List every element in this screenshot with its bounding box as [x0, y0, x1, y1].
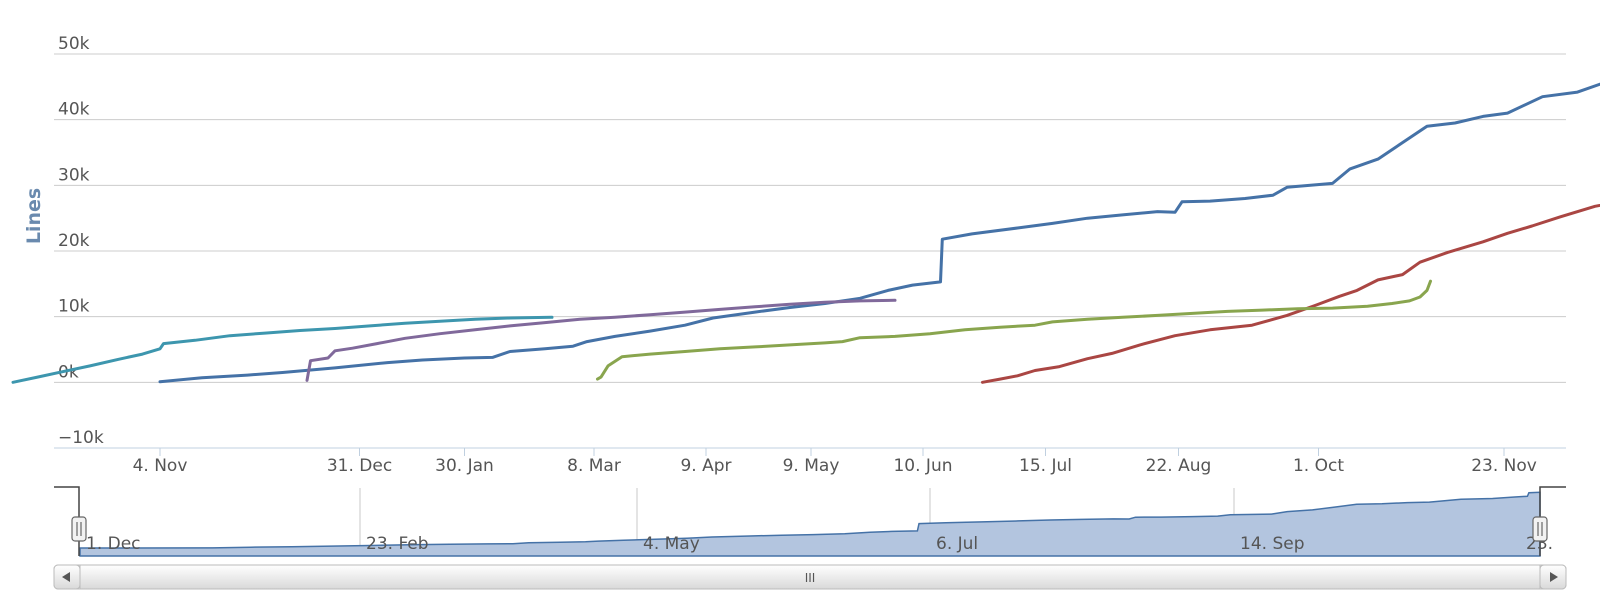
navigator-tick-label: 1. Dec [86, 534, 141, 554]
y-axis-label: Lines [23, 188, 45, 244]
x-axis: 4. Nov 31. Dec 30. Jan 8. Mar 9. Apr 9. May 10… [133, 448, 1537, 476]
x-tick-label: 30. Jan [435, 456, 494, 476]
navigator-tick-label: 14. Sep [1240, 534, 1304, 554]
x-tick-label: 9. May [783, 456, 840, 476]
x-tick-label: 22. Aug [1146, 456, 1212, 476]
series-line-1 [158, 82, 1600, 384]
scrollbar-thumb[interactable] [79, 564, 1541, 590]
series-line-4 [305, 298, 897, 382]
x-tick-label: 1. Oct [1293, 456, 1344, 476]
series-line-2 [981, 203, 1600, 384]
plot-grid [54, 53, 1566, 449]
navigator-area [79, 491, 1541, 557]
scrollbar[interactable]: III [53, 564, 1567, 590]
y-tick-label: 10k [58, 297, 90, 317]
navigator-tick-label: 4. May [643, 534, 700, 554]
y-tick-label: 20k [58, 231, 90, 251]
navigator-left-handle[interactable] [71, 516, 87, 542]
x-tick-label: 9. Apr [680, 456, 731, 476]
x-tick-label: 23. Nov [1471, 456, 1537, 476]
scrollbar-left-arrow[interactable] [53, 564, 81, 590]
navigator[interactable]: 1. Dec 23. Feb 4. May 6. Jul 14. Sep 23. [54, 486, 1566, 564]
series-line-5 [11, 315, 554, 384]
y-tick-label: 50k [58, 34, 90, 54]
series-line-3 [596, 279, 1432, 381]
y-tick-label: 0k [58, 362, 79, 382]
x-tick-label: 8. Mar [567, 456, 621, 476]
y-tick-label: 30k [58, 165, 90, 185]
scrollbar-right-arrow[interactable] [1539, 564, 1567, 590]
navigator-tick-label: 6. Jul [936, 534, 978, 554]
series-lines [11, 82, 1600, 384]
x-tick-label: 10. Jun [893, 456, 952, 476]
scrollbar-grip: III [805, 571, 816, 585]
y-tick-label: 40k [58, 100, 90, 120]
x-tick-label: 4. Nov [133, 456, 188, 476]
y-axis: −10k 0k 10k 20k 30k 40k 50k [58, 34, 104, 448]
x-tick-label: 15. Jul [1019, 456, 1072, 476]
x-tick-label: 31. Dec [327, 456, 392, 476]
navigator-tick-label: 23. Feb [366, 534, 429, 554]
navigator-right-handle[interactable] [1532, 516, 1548, 542]
y-tick-label: −10k [58, 428, 104, 448]
